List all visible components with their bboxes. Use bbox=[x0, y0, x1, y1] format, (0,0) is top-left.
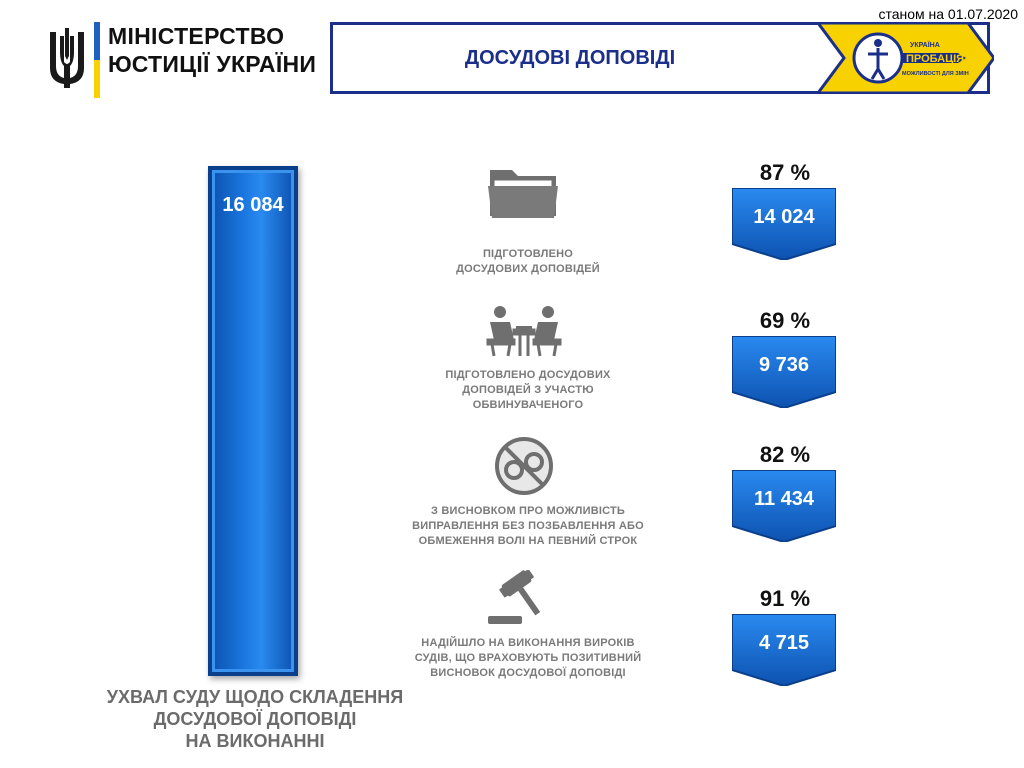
row-1-value: 14 024 bbox=[753, 206, 815, 228]
gavel-icon bbox=[488, 570, 541, 624]
total-bar bbox=[208, 166, 298, 676]
row-2-percent: 69 % bbox=[759, 308, 811, 333]
row-3-value: 11 434 bbox=[753, 488, 815, 510]
probation-logo-line1: УКРАЇНА bbox=[910, 41, 940, 49]
probation-logo-line2: ПРОБАЦІЯ bbox=[906, 53, 964, 65]
row-2-caption-line1: ПІДГОТОВЛЕНО ДОСУДОВИХ bbox=[445, 369, 611, 381]
row-3-caption-line1: З ВИСНОВКОМ ПРО МОЖЛИВІСТЬ bbox=[430, 505, 626, 517]
ministry-line1: МІНІСТЕРСТВО bbox=[108, 23, 285, 49]
row-1-caption: ПІДГОТОВЛЕНО ДОСУДОВИХ ДОПОВІДЕЙ bbox=[400, 247, 656, 277]
page-title: ДОСУДОВІ ДОПОВІДІ bbox=[464, 46, 676, 69]
row-1-caption-line1: ПІДГОТОВЛЕНО bbox=[482, 248, 574, 260]
row-2-badge bbox=[732, 336, 836, 408]
total-caption-line2: ДОСУДОВОЇ ДОПОВІДІ bbox=[153, 709, 357, 729]
no-handcuffs-icon bbox=[495, 437, 553, 495]
date-label: станом на 01.07.2020 bbox=[878, 6, 1018, 22]
total-caption: УХВАЛ СУДУ ЩОДО СКЛАДЕННЯ ДОСУДОВОЇ ДОПО… bbox=[90, 686, 420, 752]
row-2-caption-line3: ОБВИНУВАЧЕНОГО bbox=[472, 399, 584, 411]
total-value: 16 084 bbox=[222, 194, 284, 216]
row-3-badge bbox=[732, 470, 836, 542]
row-1-percent: 87 % bbox=[759, 160, 811, 185]
probation-logo-line3: МОЖЛИВОСТІ ДЛЯ ЗМІН bbox=[902, 71, 969, 77]
row-1-badge bbox=[732, 188, 836, 260]
row-2-value: 9 736 bbox=[758, 354, 810, 376]
row-3-percent: 82 % bbox=[759, 442, 811, 467]
row-4-caption: НАДІЙШЛО НА ВИКОНАННЯ ВИРОКІВ СУДІВ, ЩО … bbox=[394, 636, 662, 681]
interview-icon bbox=[486, 306, 562, 357]
row-3-caption: З ВИСНОВКОМ ПРО МОЖЛИВІСТЬ ВИПРАВЛЕННЯ Б… bbox=[394, 504, 662, 549]
row-1-caption-line2: ДОСУДОВИХ ДОПОВІДЕЙ bbox=[456, 263, 600, 275]
flag-bar bbox=[94, 22, 100, 98]
trident-emblem-icon bbox=[50, 28, 84, 88]
row-4-caption-line3: ВИСНОВОК ДОСУДОВОЇ ДОПОВІДІ bbox=[430, 667, 626, 679]
ministry-line2: ЮСТИЦІЇ УКРАЇНИ bbox=[108, 51, 317, 77]
row-2-caption-line2: ДОПОВІДЕЙ З УЧАСТЮ bbox=[462, 384, 594, 396]
row-4-value: 4 715 bbox=[758, 632, 810, 654]
ministry-name: МІНІСТЕРСТВО ЮСТИЦІЇ УКРАЇНИ bbox=[108, 22, 316, 78]
total-caption-line1: УХВАЛ СУДУ ЩОДО СКЛАДЕННЯ bbox=[106, 687, 404, 707]
row-3-caption-line3: ОБМЕЖЕННЯ ВОЛІ НА ПЕВНИЙ СТРОК bbox=[418, 535, 638, 547]
probation-logo: УКРАЇНА ПРОБАЦІЯ МОЖЛИВОСТІ ДЛЯ ЗМІН bbox=[818, 23, 994, 93]
row-4-caption-line1: НАДІЙШЛО НА ВИКОНАННЯ ВИРОКІВ bbox=[421, 637, 635, 649]
row-4-percent: 91 % bbox=[759, 586, 811, 611]
total-caption-line3: НА ВИКОНАННІ bbox=[185, 731, 325, 751]
row-3-caption-line2: ВИПРАВЛЕННЯ БЕЗ ПОЗБАВЛЕННЯ АБО bbox=[412, 520, 644, 532]
row-4-badge bbox=[732, 614, 836, 686]
row-2-caption: ПІДГОТОВЛЕНО ДОСУДОВИХ ДОПОВІДЕЙ З УЧАСТ… bbox=[400, 368, 656, 413]
folder-icon bbox=[488, 170, 558, 218]
row-4-caption-line2: СУДІВ, ЩО ВРАХОВУЮТЬ ПОЗИТИВНИЙ bbox=[414, 652, 642, 664]
